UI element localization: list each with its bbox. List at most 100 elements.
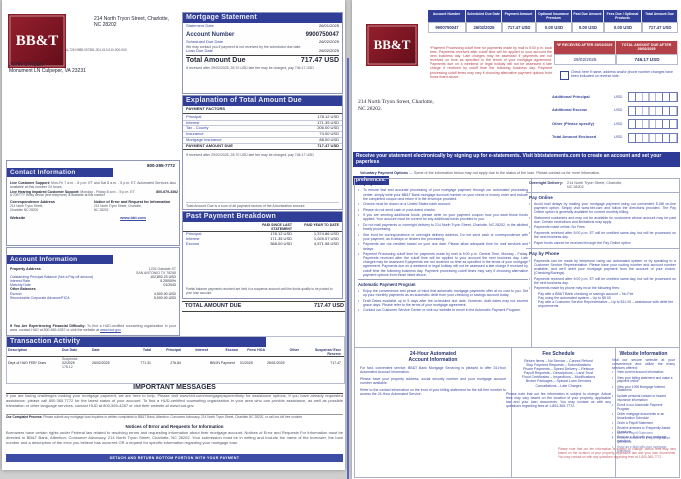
overnight-delivery-row: Overnight Delivery: 214 North Tryon Stre… (526, 179, 679, 193)
tty-note: A 700/TTY Relay device (text telephone) … (10, 193, 105, 198)
currency-label: USD (614, 134, 623, 140)
expl-total-label: PAYMENT AMOUNT DUE (186, 142, 233, 148)
amount-input-boxes[interactable] (628, 92, 678, 102)
amount-row: Additional Escrow USD (552, 105, 680, 116)
htable-value: 0.00 USD (572, 22, 604, 33)
expl-total-value: 717.47 USD (317, 142, 339, 148)
expl-row-value: 88.00 USD (319, 136, 339, 142)
expl-late-note: If received after 29/02/2025, 28.70 USD … (186, 152, 314, 157)
bullet: Enjoy the convenience and peace of mind … (358, 289, 528, 297)
print-artifact-blue-text: Order a Payoff Statement Receive answers… (612, 431, 678, 455)
mortgage-statement-title: Mortgage Statement (183, 13, 342, 23)
amount-input-boxes[interactable] (628, 132, 678, 143)
ppb-row-v2: 1,374.86 USD (313, 231, 339, 237)
page-divider (347, 58, 349, 479)
pay-by-mail-title: Pay by Mail (358, 181, 384, 186)
htable-header: Fees Due / Optional Products (604, 10, 642, 22)
automated-paragraph: Refer to the contact information on the … (360, 388, 506, 397)
pay-online-title: Pay Online (529, 194, 553, 200)
ppb-row-label: Interest (186, 235, 200, 241)
htable-header: Optional Insurance Premium (536, 10, 572, 22)
amount-label: Additional Escrow (552, 107, 587, 113)
recipient-block: JOHN CITIZEN Monument LN Culpeper, VA 23… (9, 62, 86, 74)
bullet: Contact our Customer Service Center or v… (358, 308, 528, 312)
amount-entry-section: Additional Principal USD Additional Escr… (552, 92, 680, 146)
ppb-row-label: Escrow (186, 240, 200, 246)
website-label: Website (10, 214, 26, 220)
transaction-row: Dept of HUD FEB* Dues 02/2025 26/02/2025… (8, 361, 341, 366)
payment-options-grid: Pay by Mail To ensure fast and accurate … (354, 178, 680, 348)
pay-online-phone-column: Overnight Delivery: 214 North Tryon Stre… (526, 179, 679, 347)
htable-value: 717.47 USD (642, 22, 678, 33)
bullet: Draft Dates available up to 5 days after… (358, 299, 528, 307)
fee-schedule-title: Fee Schedule (542, 351, 575, 357)
pay-by-mail-column: Pay by Mail To ensure fast and accurate … (355, 179, 532, 347)
statement-date-label: Statement Date (186, 23, 214, 28)
fee-schedule-column: Fee Schedule Return Items – No Service –… (502, 348, 616, 477)
amount-label: Additional Principal (552, 93, 590, 99)
acct-row-label: Escrow (10, 291, 22, 296)
bullet: To ensure fast and accurate processing o… (358, 188, 528, 200)
transaction-row-post: 178.12 (62, 365, 73, 370)
statement-date-value: 26/01/2025 (318, 23, 339, 28)
bullet: Order a Payoff Statement (612, 421, 675, 426)
bullet: Avoid mail delays by making your mortgag… (529, 202, 676, 214)
transaction-row-pre: Suspense (62, 357, 78, 362)
late-box-date: 29/02/2025 (554, 53, 616, 66)
amount-input-boxes[interactable] (628, 119, 678, 129)
currency-label: USD (614, 120, 623, 126)
payment-factors-label: PAYMENT FACTORS (183, 106, 342, 114)
ppb-row-v1: 171.35 USD (270, 235, 292, 241)
htable-value: 0.00 USD (604, 22, 642, 33)
bullet: Paper funds cannot be received through t… (529, 241, 676, 245)
loan-due-value: 26/02/2025 (318, 47, 339, 53)
expl-row-value: 206.00 USD (317, 125, 339, 131)
bullet: Payments received after 5:00 p.m. ET wil… (529, 231, 676, 239)
bullet: Payments received after 5:00 p.m. ET wil… (529, 277, 676, 285)
bbt-logo: BB&T (366, 24, 418, 66)
automatic-payment-title: Automatic Payment Program (358, 281, 416, 287)
payment-coupon-page: BB&T Account Number Scheduled Due Date P… (352, 0, 681, 479)
late-box-amount: 746.17 USD (616, 53, 678, 66)
overnight-label: Overnight Delivery: (529, 181, 564, 185)
property-address-label: Property Address (10, 267, 41, 271)
hardship-note: If You Are Experiencing Financial Diffic… (10, 323, 176, 332)
detach-bar: DETACH AND RETURN BOTTOM PORTION WITH YO… (6, 454, 343, 462)
expl-row-label: Insurance (186, 131, 204, 137)
notice-of-error-label: Notice of Error and Request for Informat… (94, 200, 171, 205)
bullet: Checks must be drawn on a United States … (358, 202, 528, 206)
pay-online-section: Pay Online Avoid mail delays by making y… (526, 193, 679, 250)
address-change-checkbox[interactable] (560, 71, 569, 80)
expl-row-value: 74.00 USD (319, 131, 339, 137)
expl-row-value: 178.12 USD (317, 113, 339, 119)
expl-footnote: Total Amount Due is a sum of all payment… (186, 201, 339, 208)
ppb-row-v2: 1,025.07 USD (313, 235, 339, 241)
contact-note: We may contact you if payment is not rec… (186, 44, 302, 49)
bullet: View your billing statement and make a p… (612, 376, 675, 385)
contact-phone: 800-295-7772 (146, 163, 175, 168)
website-link[interactable]: www.bbt.com (120, 214, 146, 220)
voluntary-options-line: Voluntary Payment Options — Some of the … (360, 171, 601, 175)
acct-row-label: Interest Rate (10, 279, 31, 284)
transaction-header-row: Description Due Date Date Total Principa… (7, 348, 344, 358)
acct-row-label: Other Balances (10, 287, 36, 292)
overnight-address: 214 North Tryon Street, Charlotte, NC 28… (567, 181, 623, 190)
info-tri-column: 24-Hour Automated Account Information Fo… (354, 347, 680, 478)
bullet: Payments are not credited based on your … (358, 242, 528, 250)
bullet: Payments made by phone may incur the fol… (529, 286, 676, 290)
statement-page: BB&T 214 North Tryon Street, Charlotte, … (2, 0, 345, 470)
cutoff-disclaimer: *Payment Processing cutoff time for paym… (430, 46, 552, 79)
notice-address: 214 North Tryon Street, Charlotte, NC 28… (94, 204, 142, 213)
expl-row-label: Interest (186, 119, 200, 125)
notices-title: Notices of Error and Requests for Inform… (125, 424, 224, 429)
amount-row: Additional Principal USD (552, 92, 680, 102)
total-amount-due-line: TOTAL AMOUNT DUE 717.47 USD (182, 301, 345, 312)
transaction-activity-title: Transaction Activity (7, 337, 266, 347)
acct-row-value: 5,000.00 USD (154, 295, 176, 300)
banner-line-1: Receive your statement electronically by… (353, 151, 680, 167)
amount-input-boxes[interactable] (628, 105, 678, 116)
hud-link[interactable]: www.hud.gov (100, 327, 121, 332)
acct-row-value: 5.25000% (160, 279, 176, 284)
bullet: Please do not send cash or post-dated ch… (358, 208, 528, 212)
